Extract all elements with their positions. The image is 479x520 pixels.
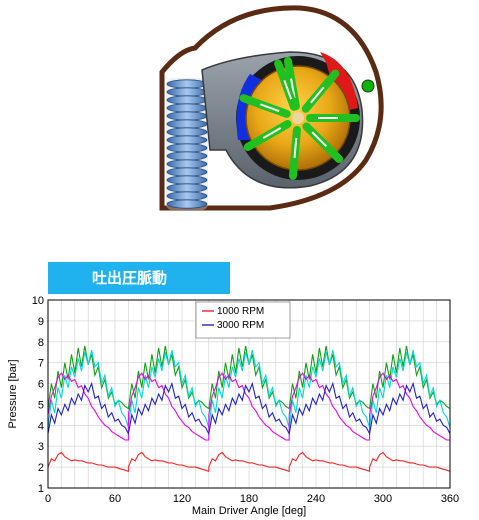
vane-pump-illustration xyxy=(159,5,384,211)
y-tick-label: 7 xyxy=(38,358,44,370)
section-banner: 吐出圧脈動 xyxy=(48,262,230,294)
pressure-chart: 1 2 3 4 5 6 7 8 9 10 0 60 120 180 240 300 360 Pressure … xyxy=(7,295,459,517)
vane-slot xyxy=(262,127,282,139)
series-lines xyxy=(47,345,451,473)
legend-label: 1000 RPM xyxy=(217,306,264,317)
x-tick-label: 300 xyxy=(374,493,392,505)
vane-slot xyxy=(311,131,327,147)
y-tick-label: 1 xyxy=(38,483,44,495)
y-tick-label: 2 xyxy=(38,462,44,474)
vanes xyxy=(239,56,360,180)
legend-label: 3000 RPM xyxy=(217,320,264,331)
vane-slot xyxy=(283,80,293,100)
vane-slot xyxy=(293,137,298,158)
x-tick-label: 360 xyxy=(441,493,459,505)
pivot-pin xyxy=(361,79,375,93)
series-line-unlabeled-2 xyxy=(47,372,450,441)
y-axis-label: Pressure [bar] xyxy=(7,359,19,428)
legend: 1000 RPM 3000 RPM xyxy=(195,301,291,339)
spring-coil xyxy=(166,135,208,145)
y-tick-label: 4 xyxy=(38,420,44,432)
spring-coil xyxy=(166,103,208,113)
series-line-unlabeled-3 xyxy=(47,349,451,428)
vane-slot xyxy=(290,78,296,99)
x-tick-labels: 0 60 120 180 240 300 360 xyxy=(45,493,459,505)
series-line-3000-rpm xyxy=(47,381,451,436)
vane-slot xyxy=(310,86,325,104)
x-tick-label: 120 xyxy=(173,493,191,505)
y-tick-label: 8 xyxy=(38,337,44,349)
spring-coil xyxy=(166,111,208,121)
spring-coil xyxy=(166,167,208,177)
y-tick-label: 5 xyxy=(38,399,44,411)
banner-label: 吐出圧脈動 xyxy=(92,269,168,287)
x-tick-label: 180 xyxy=(240,493,258,505)
spring-coil xyxy=(166,143,208,153)
spring-icon xyxy=(166,78,208,210)
spring-coil xyxy=(166,151,208,161)
x-axis-label: Main Driver Angle [deg] xyxy=(192,505,306,517)
y-tick-label: 9 xyxy=(38,316,44,328)
spring-coil xyxy=(166,87,208,97)
spring-coil xyxy=(166,79,208,89)
x-tick-label: 0 xyxy=(45,493,51,505)
legend-box xyxy=(195,301,291,339)
spring-coil xyxy=(166,175,208,185)
y-tick-labels: 1 2 3 4 5 6 7 8 9 10 xyxy=(32,295,44,495)
y-tick-label: 10 xyxy=(32,295,44,307)
spring-coil xyxy=(166,159,208,169)
spring-coil xyxy=(166,95,208,105)
discharge-chamber xyxy=(320,52,358,112)
plot-frame xyxy=(47,299,451,489)
spring-coil xyxy=(166,183,208,193)
spring-coil xyxy=(166,199,208,209)
series-line-1000-rpm xyxy=(47,451,451,473)
x-tick-label: 60 xyxy=(109,493,121,505)
spring-coil xyxy=(166,191,208,201)
y-tick-label: 6 xyxy=(38,379,44,391)
x-tick-label: 240 xyxy=(307,493,325,505)
y-tick-label: 3 xyxy=(38,441,44,453)
housing-outline xyxy=(159,5,384,211)
spring-coil xyxy=(166,127,208,137)
vane-slot xyxy=(260,103,280,113)
spring-coil xyxy=(166,119,208,129)
